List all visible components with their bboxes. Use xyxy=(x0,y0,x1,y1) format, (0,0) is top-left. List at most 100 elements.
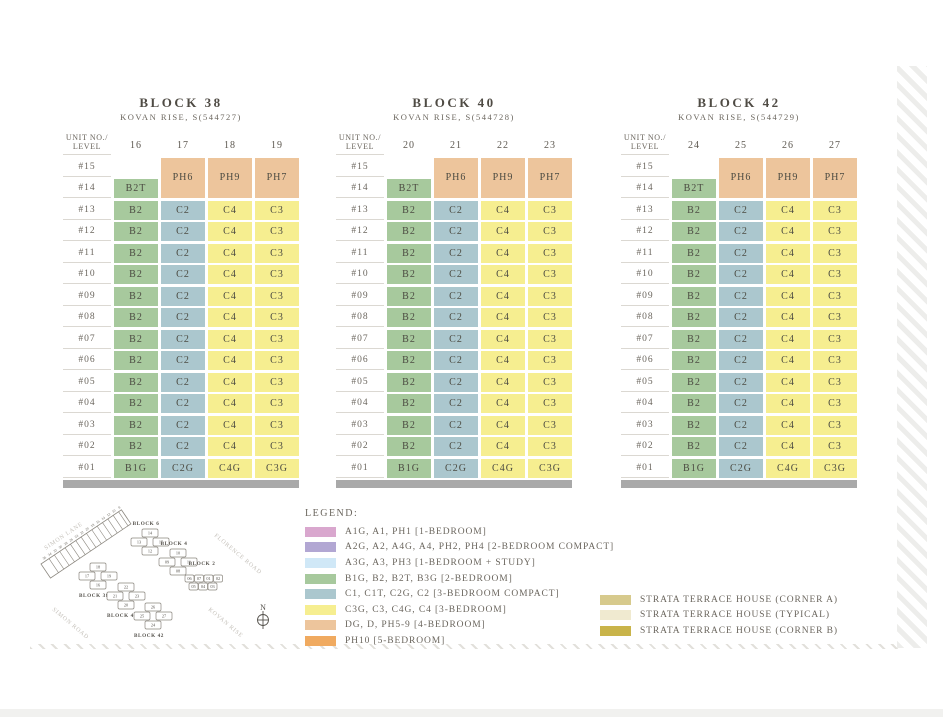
level-label: #02 xyxy=(621,437,669,456)
legend-swatch xyxy=(600,610,631,621)
legend-item-label: C1, C1T, C2G, C2 [3-BEDROOM COMPACT] xyxy=(345,589,560,600)
map-unit-number: 09 xyxy=(165,560,169,565)
unit-cell: C3 xyxy=(255,222,299,241)
legend-item-label: STRATA TERRACE HOUSE (CORNER B) xyxy=(640,625,838,636)
map-unit-rect xyxy=(169,566,187,576)
unit-cell: C4 xyxy=(481,394,525,413)
map-unit-rect xyxy=(128,591,146,601)
unit-cell: B2 xyxy=(672,394,716,413)
unit-cell: C3 xyxy=(528,415,572,435)
level-label: #13 xyxy=(336,201,384,220)
unit-number-header: 25 xyxy=(735,140,747,151)
level-label: #04 xyxy=(621,394,669,413)
corner-line2: LEVEL xyxy=(72,142,102,152)
level-label: #14 xyxy=(621,179,669,198)
map-unit-rect xyxy=(144,620,162,630)
unit-cell: C4 xyxy=(766,394,810,413)
legend-swatch xyxy=(600,594,631,605)
unit-grid: UNIT NO./LEVEL 16 17 18 19 #15 #14 #13 #12 #11 #10… xyxy=(63,129,299,478)
unit-number-header: 21 xyxy=(450,140,462,151)
unit-cell: B1G xyxy=(114,458,158,478)
unit-number-header: 17 xyxy=(177,140,189,151)
unit-cell: B2 xyxy=(387,286,431,306)
map-unit-rect xyxy=(184,574,195,583)
footer-strip xyxy=(0,709,943,717)
legend-item-label: STRATA TERRACE HOUSE (TYPICAL) xyxy=(640,610,830,621)
unit-cell: C3 xyxy=(255,437,299,456)
map-unit-rect xyxy=(144,602,162,612)
unit-cell: C3 xyxy=(255,372,299,392)
map-unit-number: 12 xyxy=(148,549,152,554)
block-40-table: BLOCK 40 KOVAN RISE, S(544728) UNIT NO./… xyxy=(336,95,572,488)
map-block-name: BLOCK 40 xyxy=(107,613,137,619)
map-unit-rect xyxy=(133,611,151,621)
ground-bar xyxy=(621,479,857,488)
terrace-rung xyxy=(112,515,123,530)
unit-cell: B2 xyxy=(114,265,158,284)
unit-cell: C3 xyxy=(813,351,857,370)
unit-cell: B2 xyxy=(114,372,158,392)
unit-cell: B2 xyxy=(672,200,716,220)
block-subtitle: KOVAN RISE, S(544727) xyxy=(120,112,242,122)
unit-cell: C3 xyxy=(528,351,572,370)
map-unit-number: 08 xyxy=(176,569,180,574)
level-label: #14 xyxy=(336,179,384,198)
unit-cell: C4 xyxy=(208,415,252,435)
unit-cell: C3 xyxy=(255,329,299,349)
block-subtitle: KOVAN RISE, S(544728) xyxy=(393,112,515,122)
unit-cell: C2G xyxy=(161,458,205,478)
unit-cell: C3 xyxy=(813,265,857,284)
level-label: #02 xyxy=(336,437,384,456)
grid-corner-header: UNIT NO./LEVEL xyxy=(621,129,669,155)
level-label: #13 xyxy=(63,201,111,220)
level-label: #05 xyxy=(63,373,111,392)
unit-cell: C4G xyxy=(766,458,810,478)
unit-cell: PH7 xyxy=(528,157,572,198)
unit-cell: C2 xyxy=(161,286,205,306)
unit-cell: C2G xyxy=(434,458,478,478)
unit-cell: C2 xyxy=(434,222,478,241)
unit-cell: C3 xyxy=(528,394,572,413)
map-block-name: BLOCK 42 xyxy=(134,633,164,639)
unit-cell: C2 xyxy=(434,394,478,413)
terrace-lot-number: 26 xyxy=(69,537,74,542)
unit-cell: C3 xyxy=(255,415,299,435)
unit-cell: PH9 xyxy=(208,157,252,198)
unit-cell: C2 xyxy=(161,351,205,370)
level-label: #10 xyxy=(336,265,384,284)
terrace-lot-number: 32 xyxy=(53,548,58,553)
level-label: #15 xyxy=(621,158,669,177)
unit-cell: PH7 xyxy=(813,157,857,198)
legend-item-label: B1G, B2, B2T, B3G [2-BEDROOM] xyxy=(345,573,513,584)
level-label: #06 xyxy=(63,351,111,370)
terrace-rung xyxy=(48,558,59,573)
unit-cell: C4 xyxy=(208,372,252,392)
map-unit-rect xyxy=(106,591,124,601)
unit-cell: C2 xyxy=(434,243,478,263)
unit-cell: B2 xyxy=(387,265,431,284)
block-title: BLOCK 40 xyxy=(412,95,496,110)
unit-cell: C4 xyxy=(208,308,252,327)
unit-cell: C3 xyxy=(813,286,857,306)
unit-cell: C4 xyxy=(208,243,252,263)
unit-cell: B2 xyxy=(672,286,716,306)
map-unit-rect xyxy=(198,582,208,591)
legend-item-label: DG, D, PH5-9 [4-BEDROOM] xyxy=(345,620,486,631)
unit-cell: C2 xyxy=(719,265,763,284)
unit-cell: C3 xyxy=(255,200,299,220)
level-label: #03 xyxy=(63,416,111,435)
decorative-stripe-band xyxy=(897,66,927,648)
unit-cell: PH6 xyxy=(161,157,205,198)
unit-cell: C2 xyxy=(434,437,478,456)
unit-cell: C2 xyxy=(161,437,205,456)
unit-cell: C2 xyxy=(719,329,763,349)
unit-cell: C3 xyxy=(813,222,857,241)
level-label: #15 xyxy=(336,158,384,177)
unit-number-header: 18 xyxy=(224,140,236,151)
ground-bar xyxy=(336,479,572,488)
level-label: #08 xyxy=(621,308,669,327)
unit-cell: C2 xyxy=(719,286,763,306)
map-unit-number: 01 xyxy=(206,576,210,581)
legend-title: LEGEND: xyxy=(305,508,359,519)
